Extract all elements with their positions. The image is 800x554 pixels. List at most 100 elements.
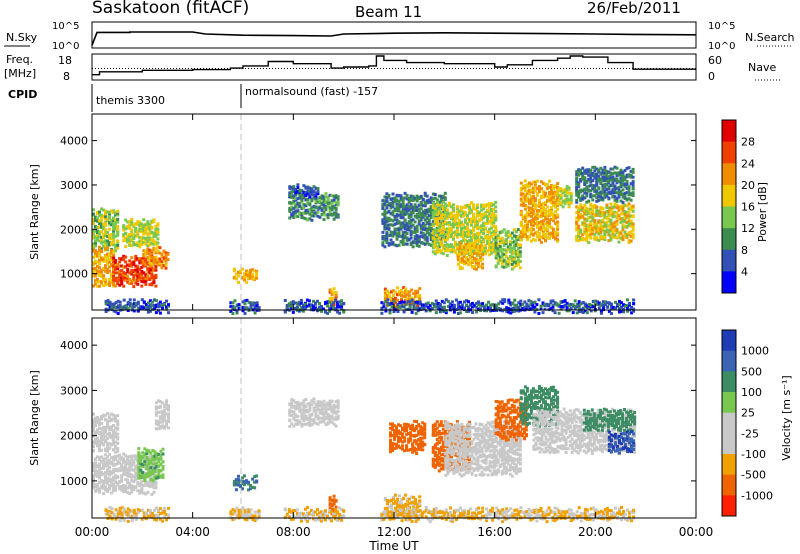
power-cell (114, 220, 118, 224)
power-cell (140, 235, 144, 239)
power-cell (466, 214, 469, 217)
power-cell (508, 240, 512, 244)
power-cell (595, 205, 599, 209)
velocity-cell (106, 455, 110, 459)
power-cell (552, 219, 555, 223)
velocity-cell (94, 437, 97, 441)
power-cell (607, 217, 611, 221)
power-cell (567, 198, 571, 202)
power-cell (577, 184, 581, 188)
power-cell (507, 298, 511, 302)
power-cell (615, 179, 619, 183)
power-cell (296, 191, 300, 195)
power-cell (527, 208, 531, 212)
power-cell (591, 194, 595, 198)
power-cell (510, 255, 514, 259)
power-cell (471, 260, 474, 264)
power-cell (389, 223, 393, 227)
power-cell (96, 229, 99, 233)
power-cell (587, 189, 591, 193)
power-cell (298, 212, 302, 216)
power-cell (434, 299, 438, 303)
power-cell (523, 232, 527, 236)
power-cell (425, 211, 429, 215)
power-cell (110, 275, 114, 279)
power-cell (611, 191, 615, 195)
power-cell (92, 270, 95, 274)
power-cell (392, 310, 396, 314)
power-cell (470, 208, 473, 212)
power-cell (540, 180, 543, 184)
power-cell (531, 200, 535, 204)
power-cell (554, 184, 558, 188)
velocity-cell (106, 436, 110, 440)
power-cell (605, 182, 609, 186)
power-cell (615, 203, 619, 207)
power-cell (433, 196, 437, 200)
power-cell (546, 186, 549, 190)
power-cell (506, 261, 510, 265)
power-cell (585, 194, 589, 198)
power-cell (387, 223, 391, 227)
power-cell (441, 222, 445, 226)
power-cell (581, 301, 585, 305)
power-cell (96, 284, 99, 288)
power-cell (383, 291, 387, 295)
power-cell (488, 244, 492, 248)
power-cell (507, 307, 511, 311)
power-cell (589, 304, 593, 307)
power-cell (470, 238, 473, 242)
power-cell (556, 215, 560, 219)
power-cell (496, 243, 500, 247)
power-cell (154, 267, 158, 271)
power-cell (449, 205, 453, 209)
power-cell (334, 194, 338, 198)
power-cell (114, 225, 118, 229)
power-cell (550, 217, 553, 221)
power-cell (411, 194, 415, 198)
power-cell (609, 167, 613, 171)
power-cell (92, 246, 95, 250)
power-cell (148, 227, 152, 231)
power-cell (106, 260, 110, 264)
power-cell (481, 302, 485, 306)
power-cell (579, 198, 583, 202)
power-cell (167, 304, 170, 308)
power-cell (128, 233, 132, 237)
power-cell (523, 235, 527, 239)
power-cell (540, 226, 543, 230)
power-cell (542, 209, 545, 212)
power-cell (130, 261, 134, 265)
power-cell (389, 201, 393, 205)
power-cell (569, 198, 573, 201)
velocity-cell (104, 447, 108, 451)
velocity-cell (98, 444, 101, 447)
power-cell (102, 245, 106, 249)
power-cell (529, 214, 533, 218)
power-cell (503, 298, 507, 302)
velocity-cell (102, 458, 106, 461)
power-cell (447, 212, 451, 216)
power-cell (471, 253, 474, 256)
power-cell (134, 243, 138, 247)
power-cell (332, 198, 336, 202)
power-cell (423, 218, 427, 222)
power-cell (595, 222, 599, 226)
power-cell (334, 196, 338, 200)
power-cell (316, 210, 320, 214)
power-cell (100, 273, 104, 277)
power-cell (475, 245, 478, 249)
power-cell (296, 202, 300, 206)
power-cell (314, 211, 318, 215)
power-cell (423, 223, 427, 227)
power-cell (243, 272, 246, 276)
power-cell (538, 215, 541, 219)
power-cell (619, 181, 623, 185)
power-cell (490, 218, 494, 222)
power-cell (427, 207, 431, 211)
power-cell (464, 218, 467, 222)
power-cell (460, 303, 464, 307)
power-cell (613, 236, 617, 239)
velocity-cell (102, 431, 106, 435)
power-cell (506, 260, 510, 264)
